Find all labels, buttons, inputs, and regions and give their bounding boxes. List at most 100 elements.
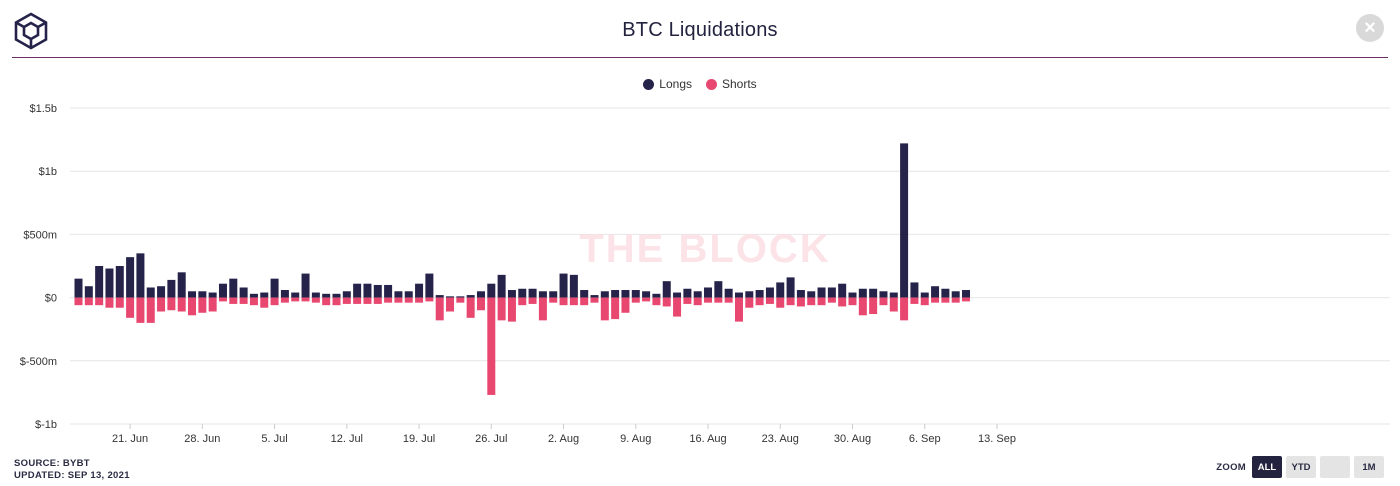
bar-shorts[interactable] [951, 297, 960, 303]
bar-longs[interactable] [280, 290, 289, 298]
bar-shorts[interactable] [84, 297, 93, 306]
bar-longs[interactable] [549, 291, 558, 298]
bar-shorts[interactable] [218, 297, 227, 302]
bar-longs[interactable] [786, 277, 795, 298]
bar-shorts[interactable] [353, 297, 362, 304]
bar-longs[interactable] [858, 288, 867, 298]
bar-longs[interactable] [962, 290, 971, 298]
bar-longs[interactable] [642, 291, 651, 298]
bar-longs[interactable] [198, 291, 207, 298]
bar-shorts[interactable] [580, 297, 589, 306]
bar-shorts[interactable] [900, 297, 909, 321]
bar-shorts[interactable] [869, 297, 878, 315]
bar-longs[interactable] [590, 295, 599, 298]
bar-shorts[interactable] [105, 297, 114, 308]
bar-shorts[interactable] [693, 297, 702, 306]
bar-longs[interactable] [342, 291, 351, 298]
bar-longs[interactable] [105, 268, 114, 298]
bar-longs[interactable] [796, 290, 805, 298]
bar-longs[interactable] [889, 292, 898, 298]
bar-shorts[interactable] [941, 297, 950, 303]
bar-longs[interactable] [188, 291, 197, 298]
bar-longs[interactable] [910, 282, 919, 298]
the-block-cube-logo-icon[interactable] [12, 12, 50, 50]
bar-shorts[interactable] [363, 297, 372, 304]
bar-shorts[interactable] [796, 297, 805, 307]
bar-shorts[interactable] [177, 297, 186, 312]
bar-shorts[interactable] [115, 297, 124, 308]
bar-longs[interactable] [807, 291, 816, 298]
bar-longs[interactable] [559, 273, 568, 298]
bar-longs[interactable] [838, 283, 847, 298]
bar-longs[interactable] [900, 143, 909, 298]
bar-longs[interactable] [353, 283, 362, 298]
bar-longs[interactable] [404, 291, 413, 298]
bar-longs[interactable] [528, 288, 537, 298]
bar-shorts[interactable] [569, 297, 578, 306]
bar-longs[interactable] [652, 293, 661, 298]
bar-shorts[interactable] [879, 297, 888, 306]
bar-longs[interactable] [734, 292, 743, 298]
bar-longs[interactable] [249, 293, 258, 298]
bar-shorts[interactable] [683, 297, 692, 304]
bar-shorts[interactable] [476, 297, 485, 311]
bar-shorts[interactable] [745, 297, 754, 308]
bar-shorts[interactable] [848, 297, 857, 306]
zoom-blank-button[interactable] [1320, 456, 1350, 478]
bar-longs[interactable] [84, 286, 93, 298]
bar-longs[interactable] [848, 292, 857, 298]
bar-shorts[interactable] [714, 297, 723, 303]
bar-longs[interactable] [569, 274, 578, 298]
bar-shorts[interactable] [704, 297, 713, 303]
bar-longs[interactable] [518, 288, 527, 298]
bar-shorts[interactable] [239, 297, 248, 304]
bar-shorts[interactable] [322, 297, 331, 306]
bar-shorts[interactable] [487, 297, 496, 395]
bar-shorts[interactable] [435, 297, 444, 321]
bar-shorts[interactable] [642, 297, 651, 302]
bar-longs[interactable] [621, 290, 630, 298]
bar-shorts[interactable] [167, 297, 176, 311]
bar-longs[interactable] [177, 272, 186, 298]
bar-shorts[interactable] [776, 297, 785, 308]
bar-longs[interactable] [425, 273, 434, 298]
bar-shorts[interactable] [765, 297, 774, 304]
bar-shorts[interactable] [74, 297, 83, 306]
bar-longs[interactable] [229, 278, 238, 298]
bar-longs[interactable] [714, 281, 723, 298]
bar-longs[interactable] [115, 266, 124, 298]
zoom-all-button[interactable]: ALL [1252, 456, 1282, 478]
bar-shorts[interactable] [157, 297, 166, 312]
legend-item-longs[interactable]: Longs [643, 77, 692, 91]
bar-longs[interactable] [631, 290, 640, 298]
bar-shorts[interactable] [734, 297, 743, 322]
bar-longs[interactable] [126, 257, 135, 298]
bar-shorts[interactable] [373, 297, 382, 304]
bar-shorts[interactable] [631, 297, 640, 303]
bar-shorts[interactable] [394, 297, 403, 303]
bar-shorts[interactable] [817, 297, 826, 306]
bar-shorts[interactable] [621, 297, 630, 313]
bar-longs[interactable] [456, 296, 465, 298]
bar-longs[interactable] [136, 253, 145, 298]
bar-shorts[interactable] [549, 297, 558, 303]
bar-shorts[interactable] [249, 297, 258, 306]
bar-longs[interactable] [476, 291, 485, 298]
bar-longs[interactable] [497, 274, 506, 298]
bar-shorts[interactable] [507, 297, 516, 322]
bar-longs[interactable] [776, 282, 785, 298]
bar-longs[interactable] [745, 291, 754, 298]
bar-shorts[interactable] [456, 297, 465, 303]
bar-longs[interactable] [466, 295, 475, 298]
bar-shorts[interactable] [807, 297, 816, 306]
bar-longs[interactable] [384, 284, 393, 298]
bar-shorts[interactable] [858, 297, 867, 316]
bar-longs[interactable] [662, 281, 671, 298]
bar-longs[interactable] [817, 287, 826, 298]
bar-longs[interactable] [260, 292, 269, 298]
bar-shorts[interactable] [146, 297, 155, 323]
bar-longs[interactable] [580, 290, 589, 298]
bar-shorts[interactable] [662, 297, 671, 307]
bar-longs[interactable] [146, 287, 155, 298]
bar-longs[interactable] [301, 273, 310, 298]
